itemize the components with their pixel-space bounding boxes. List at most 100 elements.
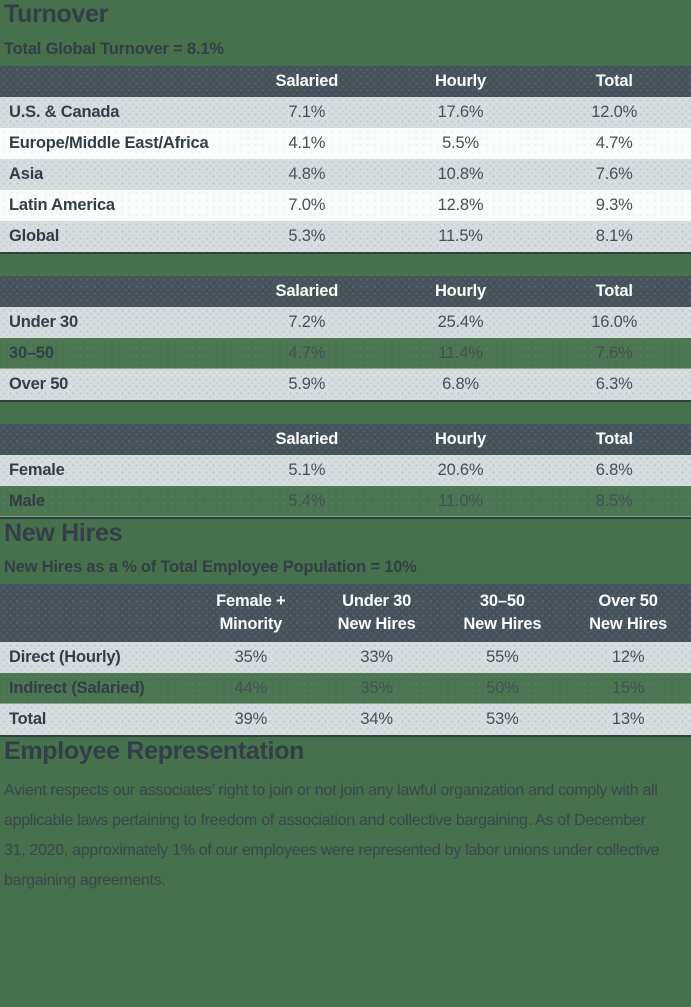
table-header-row: Salaried Hourly Total — [0, 66, 691, 97]
cell-value: 7.0% — [288, 196, 326, 214]
cell-value: 11.0% — [438, 492, 483, 510]
table-header-row: Salaried Hourly Total — [0, 424, 691, 455]
section-turnover: Turnover Total Global Turnover = 8.1% Sa… — [0, 0, 691, 519]
row-label: Europe/Middle East/Africa — [9, 134, 209, 152]
column-header: Total — [595, 430, 633, 448]
cell-value: 16.0% — [591, 313, 638, 331]
cell-value: 6.8% — [442, 375, 479, 393]
cell-value: 11.5% — [438, 227, 483, 245]
cell-value: 4.1% — [288, 134, 326, 152]
table-header-row: Female + Minority Under 30 New Hires 30–50 Ne… — [0, 584, 691, 642]
column-header: Salaried — [275, 282, 339, 300]
cell-value: 5.3% — [288, 227, 326, 245]
new-hires-subtitle: New Hires as a % of Total Employee Popul… — [4, 558, 417, 576]
table-row: Asia 4.8% 10.8% 7.6% — [0, 159, 691, 190]
row-label: Global — [9, 227, 60, 245]
section-employee-representation: Employee Representation Avient respects … — [0, 737, 691, 896]
row-label: U.S. & Canada — [9, 103, 120, 121]
cell-value: 9.3% — [595, 196, 633, 214]
table-row: Direct (Hourly) 35% 33% 55% 12% — [0, 642, 691, 673]
cell-value: 33% — [360, 648, 393, 666]
turnover-by-age-table: Salaried Hourly Total Under 30 7.2% 25.4% 16.0… — [0, 276, 691, 402]
cell-value: 4.7% — [595, 134, 633, 152]
row-label: Indirect (Salaried) — [9, 679, 145, 697]
cell-value: 44% — [234, 679, 268, 697]
table-header-row: Salaried Hourly Total — [0, 276, 691, 307]
cell-value: 5.9% — [288, 375, 326, 393]
table-row: Under 30 7.2% 25.4% 16.0% — [0, 307, 691, 338]
cell-value: 12% — [611, 648, 645, 666]
row-label: Under 30 — [9, 313, 79, 331]
column-header: Female + Minority — [188, 590, 314, 636]
column-header: Salaried — [275, 430, 339, 448]
row-label: Male — [9, 492, 45, 510]
cell-value: 53% — [486, 710, 519, 728]
table-row: Latin America 7.0% 12.8% 9.3% — [0, 190, 691, 221]
cell-value: 4.8% — [288, 165, 326, 183]
cell-value: 34% — [360, 710, 393, 728]
cell-value: 6.3% — [595, 375, 633, 393]
cell-value: 39% — [234, 710, 268, 728]
table-row: Female 5.1% 20.6% 6.8% — [0, 455, 691, 486]
table-row: Male 5.4% 11.0% 8.5% — [0, 486, 691, 517]
column-header-line: New Hires — [589, 615, 668, 633]
cell-value: 11.4% — [438, 344, 483, 362]
cell-value: 7.2% — [288, 313, 326, 331]
column-header: Hourly — [434, 430, 487, 448]
row-label: Total — [9, 710, 47, 728]
cell-value: 50% — [486, 679, 519, 697]
table-row: 30–50 4.7% 11.4% 7.6% — [0, 338, 691, 369]
cell-value: 20.6% — [437, 461, 484, 479]
turnover-title: Turnover — [4, 0, 109, 28]
new-hires-table: Female + Minority Under 30 New Hires 30–50 Ne… — [0, 584, 691, 737]
column-header: 30–50 New Hires — [440, 590, 566, 636]
cell-value: 6.8% — [595, 461, 633, 479]
cell-value: 15% — [611, 679, 645, 697]
column-header-line: Over 50 — [598, 592, 658, 610]
cell-value: 8.1% — [595, 227, 633, 245]
cell-value: 12.0% — [591, 103, 638, 121]
turnover-by-gender-table: Salaried Hourly Total Female 5.1% 20.6% 6.8% Ma… — [0, 424, 691, 519]
cell-value: 5.1% — [288, 461, 326, 479]
column-header: Hourly — [434, 282, 487, 300]
employee-representation-paragraph: Avient respects our associates’ right to… — [4, 782, 660, 889]
row-label: 30–50 — [9, 344, 54, 362]
cell-value: 5.5% — [442, 134, 479, 152]
column-header: Total — [595, 72, 633, 90]
cell-value: 10.8% — [437, 165, 484, 183]
cell-value: 35% — [234, 648, 268, 666]
new-hires-title: New Hires — [4, 519, 123, 547]
row-label: Direct (Hourly) — [9, 648, 121, 666]
cell-value: 7.6% — [595, 165, 633, 183]
cell-value: 13% — [611, 710, 645, 728]
table-row: Total 39% 34% 53% 13% — [0, 704, 691, 735]
column-header: Salaried — [275, 72, 339, 90]
column-header-line: New Hires — [463, 615, 542, 633]
cell-value: 4.7% — [288, 344, 326, 362]
turnover-subtitle: Total Global Turnover = 8.1% — [4, 40, 224, 58]
cell-value: 55% — [486, 648, 519, 666]
column-header: Over 50 New Hires — [565, 590, 691, 636]
cell-value: 12.8% — [437, 196, 484, 214]
column-header-line: 30–50 — [479, 592, 525, 610]
cell-value: 25.4% — [437, 313, 484, 331]
column-header-line: Under 30 — [342, 592, 412, 610]
row-label: Asia — [9, 165, 44, 183]
table-row: Europe/Middle East/Africa 4.1% 5.5% 4.7% — [0, 128, 691, 159]
column-header-line: Female + — [216, 592, 286, 610]
table-row: Indirect (Salaried) 44% 35% 50% 15% — [0, 673, 691, 704]
table-row: Over 50 5.9% 6.8% 6.3% — [0, 369, 691, 400]
table-row: U.S. & Canada 7.1% 17.6% 12.0% — [0, 97, 691, 128]
cell-value: 35% — [360, 679, 393, 697]
turnover-by-region-table: Salaried Hourly Total U.S. & Canada 7.1% 17.6… — [0, 66, 691, 254]
column-header: Under 30 New Hires — [314, 590, 440, 636]
employee-representation-title: Employee Representation — [4, 737, 305, 765]
cell-value: 17.6% — [437, 103, 484, 121]
cell-value: 7.6% — [595, 344, 633, 362]
column-header-line: New Hires — [337, 615, 416, 633]
cell-value: 8.5% — [595, 492, 633, 510]
section-new-hires: New Hires New Hires as a % of Total Empl… — [0, 519, 691, 737]
column-header-line: Minority — [219, 615, 283, 633]
cell-value: 7.1% — [288, 103, 326, 121]
